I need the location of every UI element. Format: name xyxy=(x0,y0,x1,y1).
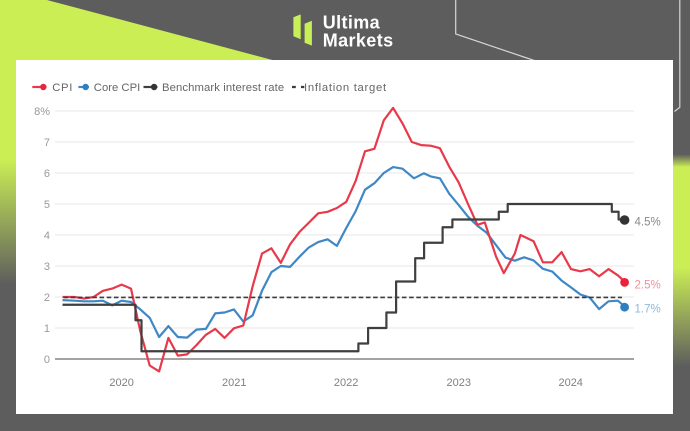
svg-text:2.5%: 2.5% xyxy=(635,280,661,292)
svg-text:3: 3 xyxy=(44,261,50,273)
svg-text:1: 1 xyxy=(44,323,50,335)
svg-text:0: 0 xyxy=(44,354,50,366)
svg-text:2020: 2020 xyxy=(109,377,133,389)
svg-text:2: 2 xyxy=(44,292,50,304)
svg-text:5: 5 xyxy=(44,199,50,211)
svg-text:2024: 2024 xyxy=(558,377,582,389)
svg-text:4: 4 xyxy=(44,230,50,242)
svg-text:2023: 2023 xyxy=(447,377,471,389)
svg-text:8%: 8% xyxy=(34,106,50,118)
svg-text:Inflation target: Inflation target xyxy=(304,82,387,94)
svg-text:Markets: Markets xyxy=(323,31,394,51)
svg-text:Benchmark interest rate: Benchmark interest rate xyxy=(162,82,284,94)
svg-text:2022: 2022 xyxy=(334,377,358,389)
svg-text:6: 6 xyxy=(44,168,50,180)
svg-text:1.7%: 1.7% xyxy=(635,304,661,316)
svg-text:4.5%: 4.5% xyxy=(635,217,661,229)
svg-text:Ultima: Ultima xyxy=(323,13,381,33)
svg-text:7: 7 xyxy=(44,137,50,149)
svg-text:Core CPI: Core CPI xyxy=(94,82,140,94)
svg-text:CPI: CPI xyxy=(52,82,73,94)
svg-text:2021: 2021 xyxy=(222,377,246,389)
